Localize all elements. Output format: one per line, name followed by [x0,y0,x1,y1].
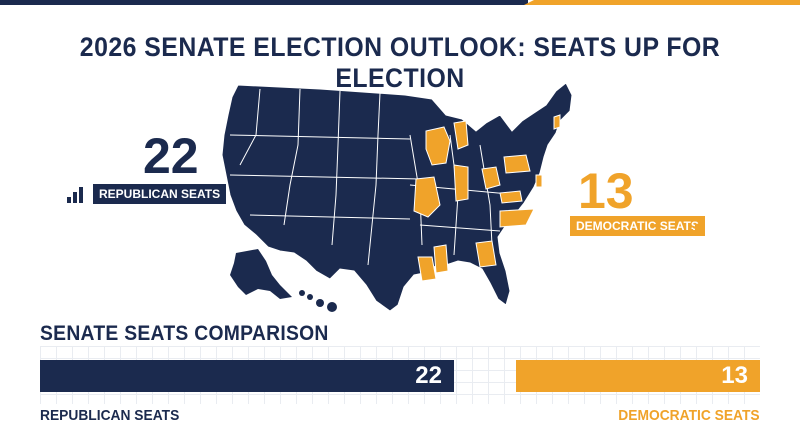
democratic-seats-callout: 13 DEMOCRATIC SEATS [568,165,728,245]
republican-seats-number: 22 [143,128,199,184]
bar-democratic: 13 [516,360,760,392]
state-mo [413,176,441,218]
bar-republican: 22 [40,360,454,392]
republican-seats-label: REPUBLICAN SEATS [93,184,227,204]
hawaii [299,290,337,312]
state-borders [229,88,521,266]
state-ga [475,240,497,268]
axis-label-democratic: DEMOCRATIC SEATS [618,407,760,424]
bar-democratic-value: 13 [721,362,748,389]
us-map [221,82,573,312]
state-nj [535,174,543,188]
top-accent-bar-gold [524,0,800,5]
state-mi [453,120,469,150]
state-ms [433,244,449,274]
republican-seats-callout: 22 REPUBLICAN SEATS [64,128,227,210]
bar-chart-icon [689,217,705,235]
comparison-title: SENATE SEATS COMPARISON [40,322,329,345]
top-accent-bar-navy [0,0,528,5]
democratic-seats-label: DEMOCRATIC SEATS [570,216,705,236]
democratic-seats-number: 13 [578,163,634,219]
bar-chart-icon [67,185,83,203]
axis-label-republican: REPUBLICAN SEATS [40,407,180,424]
alaska [230,249,292,299]
state-il [453,164,469,202]
state-nh [553,114,561,130]
page-title: 2026 SENATE ELECTION OUTLOOK: SEATS UP F… [79,32,721,93]
state-pa [503,154,531,174]
state-nc [499,208,535,228]
state-oh [481,166,501,190]
democratic-states [413,114,561,282]
bar-republican-value: 22 [415,362,442,389]
state-va [499,190,523,204]
state-la [417,256,437,282]
state-mn [425,126,451,166]
